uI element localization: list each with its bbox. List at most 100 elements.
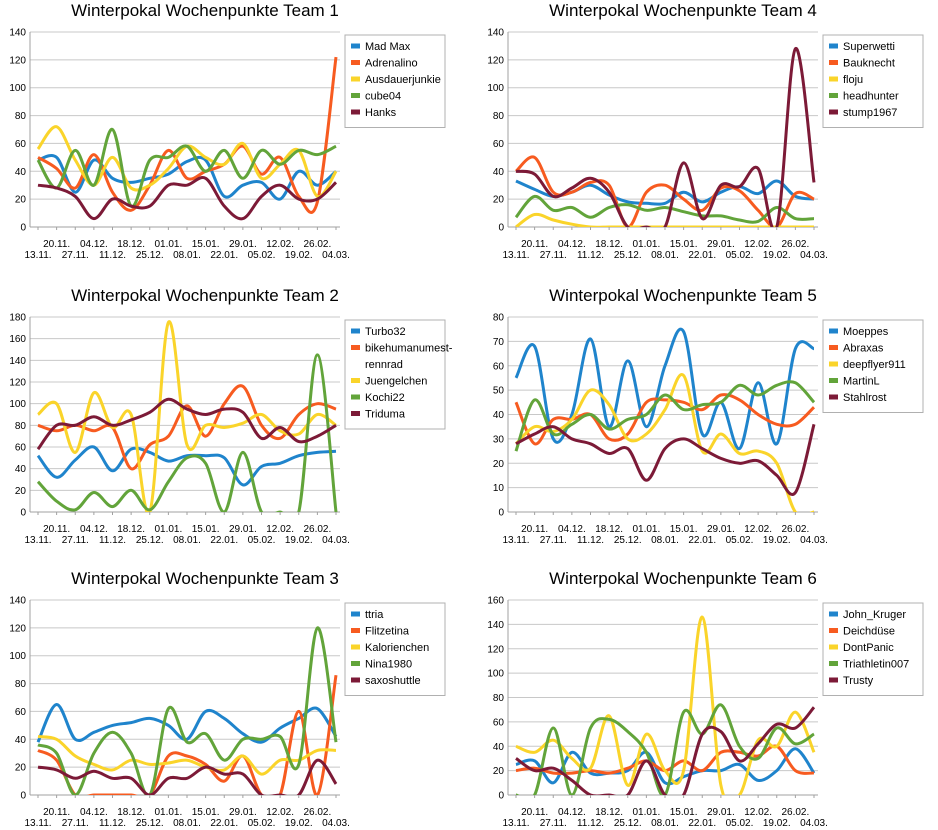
legend-label: saxoshuttle: [365, 675, 421, 687]
legend-box: [344, 602, 446, 696]
chart-title: Winterpokal Wochenpunkte Team 1: [71, 1, 339, 20]
series-line-turbo32: [36, 445, 337, 487]
x-tick-label: 15.01.: [670, 524, 698, 535]
y-tick-label: 120: [9, 623, 26, 634]
x-tick-label: 29.01.: [229, 524, 257, 535]
legend-label: Hanks: [365, 107, 397, 119]
series-line-kochi22: [36, 353, 338, 512]
y-tick-label: 0: [20, 791, 26, 802]
y-tick-label: 60: [493, 717, 505, 728]
x-tick-label: 08.01.: [173, 535, 201, 546]
x-tick-label: 25.12.: [136, 818, 164, 829]
x-tick-label: 13.11.: [24, 535, 51, 546]
y-tick-label: 140: [487, 620, 504, 631]
legend-box: [822, 319, 924, 413]
y-tick-label: 0: [20, 508, 26, 519]
x-tick-label: 05.02.: [726, 818, 754, 829]
x-tick-label: 22.01.: [210, 250, 238, 261]
x-tick-label: 04.03.: [800, 250, 828, 261]
x-tick-label: 15.01.: [192, 239, 220, 250]
y-tick-label: 40: [493, 167, 505, 178]
x-tick-label: 19.02.: [763, 250, 791, 261]
x-tick-label: 05.02.: [726, 250, 754, 261]
legend-label: Mad Max: [365, 41, 411, 53]
y-tick-label: 70: [493, 337, 505, 348]
series-line-triathletin007: [516, 703, 815, 795]
x-tick-label: 13.11.: [24, 250, 51, 261]
x-tick-label: 25.12.: [614, 250, 642, 261]
series-line-juengelchen: [37, 320, 337, 512]
x-tick-label: 22.01.: [688, 250, 716, 261]
x-tick-label: 04.12.: [558, 524, 586, 535]
legend-label: Bauknecht: [843, 58, 895, 70]
y-tick-label: 140: [9, 28, 26, 39]
legend-label: floju: [843, 74, 863, 86]
series-line-flitzetina: [37, 674, 338, 795]
x-tick-label: 13.11.: [502, 535, 529, 546]
x-tick-label: 27.11.: [62, 535, 89, 546]
legend-label: ttria: [365, 609, 384, 621]
x-tick-label: 04.12.: [80, 807, 108, 818]
chart-title: Winterpokal Wochenpunkte Team 2: [71, 286, 339, 305]
x-tick-label: 11.12.: [577, 535, 604, 546]
y-tick-label: 160: [9, 334, 26, 345]
x-tick-label: 27.11.: [62, 818, 89, 829]
x-tick-label: 11.12.: [99, 250, 126, 261]
chart-6: Winterpokal Wochenpunkte Team 6 0 20 40 60 80…: [487, 569, 924, 829]
chart-1: Winterpokal Wochenpunkte Team 1 0 20 40 60 80…: [9, 1, 446, 261]
legend-label: bikehumanumest-: [365, 343, 453, 355]
x-tick-label: 01.01.: [154, 239, 182, 250]
x-tick-label: 13.11.: [502, 818, 529, 829]
x-tick-label: 04.03.: [322, 250, 350, 261]
x-tick-label: 12.02.: [266, 807, 294, 818]
x-tick-label: 29.01.: [229, 239, 257, 250]
x-tick-label: 13.11.: [24, 818, 51, 829]
y-tick-label: 80: [493, 111, 505, 122]
x-tick-label: 12.02.: [266, 239, 294, 250]
x-tick-label: 18.12.: [117, 524, 145, 535]
x-tick-label: 05.02.: [248, 250, 276, 261]
chart-2: Winterpokal Wochenpunkte Team 4 0 20 40 60 80…: [487, 1, 924, 261]
y-tick-label: 180: [9, 313, 26, 324]
y-tick-label: 120: [487, 644, 504, 655]
chart-4: Winterpokal Wochenpunkte Team 5 0 10 20 30 40…: [493, 286, 924, 546]
x-tick-label: 01.01.: [154, 807, 182, 818]
x-tick-label: 18.12.: [595, 524, 623, 535]
y-tick-label: 120: [487, 55, 504, 66]
y-tick-label: 140: [9, 356, 26, 367]
y-tick-label: 50: [493, 386, 505, 397]
x-tick-label: 25.12.: [136, 250, 164, 261]
y-tick-label: 60: [493, 139, 505, 150]
x-tick-label: 19.02.: [285, 250, 313, 261]
y-tick-label: 40: [493, 742, 505, 753]
x-tick-label: 20.11.: [43, 807, 70, 818]
y-tick-label: 80: [15, 111, 27, 122]
x-tick-label: 25.12.: [136, 535, 164, 546]
x-tick-label: 15.01.: [670, 807, 698, 818]
legend-label: Abraxas: [843, 343, 884, 355]
legend-label: Nina1980: [365, 659, 412, 671]
x-tick-label: 29.01.: [229, 807, 257, 818]
x-tick-label: 26.02.: [781, 807, 809, 818]
y-tick-label: 60: [15, 707, 27, 718]
x-tick-label: 26.02.: [303, 524, 331, 535]
y-tick-label: 100: [9, 651, 26, 662]
x-tick-label: 19.02.: [285, 818, 313, 829]
legend-label: Ausdauerjunkie: [365, 74, 441, 86]
legend-label: rennrad: [365, 359, 403, 371]
y-tick-label: 20: [15, 486, 27, 497]
x-tick-label: 20.11.: [521, 524, 548, 535]
y-tick-label: 0: [20, 223, 26, 234]
y-tick-label: 80: [15, 421, 27, 432]
y-tick-label: 40: [15, 735, 27, 746]
chart-title: Winterpokal Wochenpunkte Team 5: [549, 286, 817, 305]
x-tick-label: 01.01.: [632, 807, 660, 818]
x-tick-label: 20.11.: [43, 239, 70, 250]
x-tick-label: 08.01.: [651, 250, 679, 261]
y-tick-label: 30: [493, 434, 505, 445]
legend-label: deepflyer911: [843, 359, 906, 371]
legend-label: Kalorienchen: [365, 642, 429, 654]
legend-label: Deichdüse: [843, 626, 895, 638]
x-tick-label: 05.02.: [248, 818, 276, 829]
series-line-cube04: [36, 127, 337, 208]
